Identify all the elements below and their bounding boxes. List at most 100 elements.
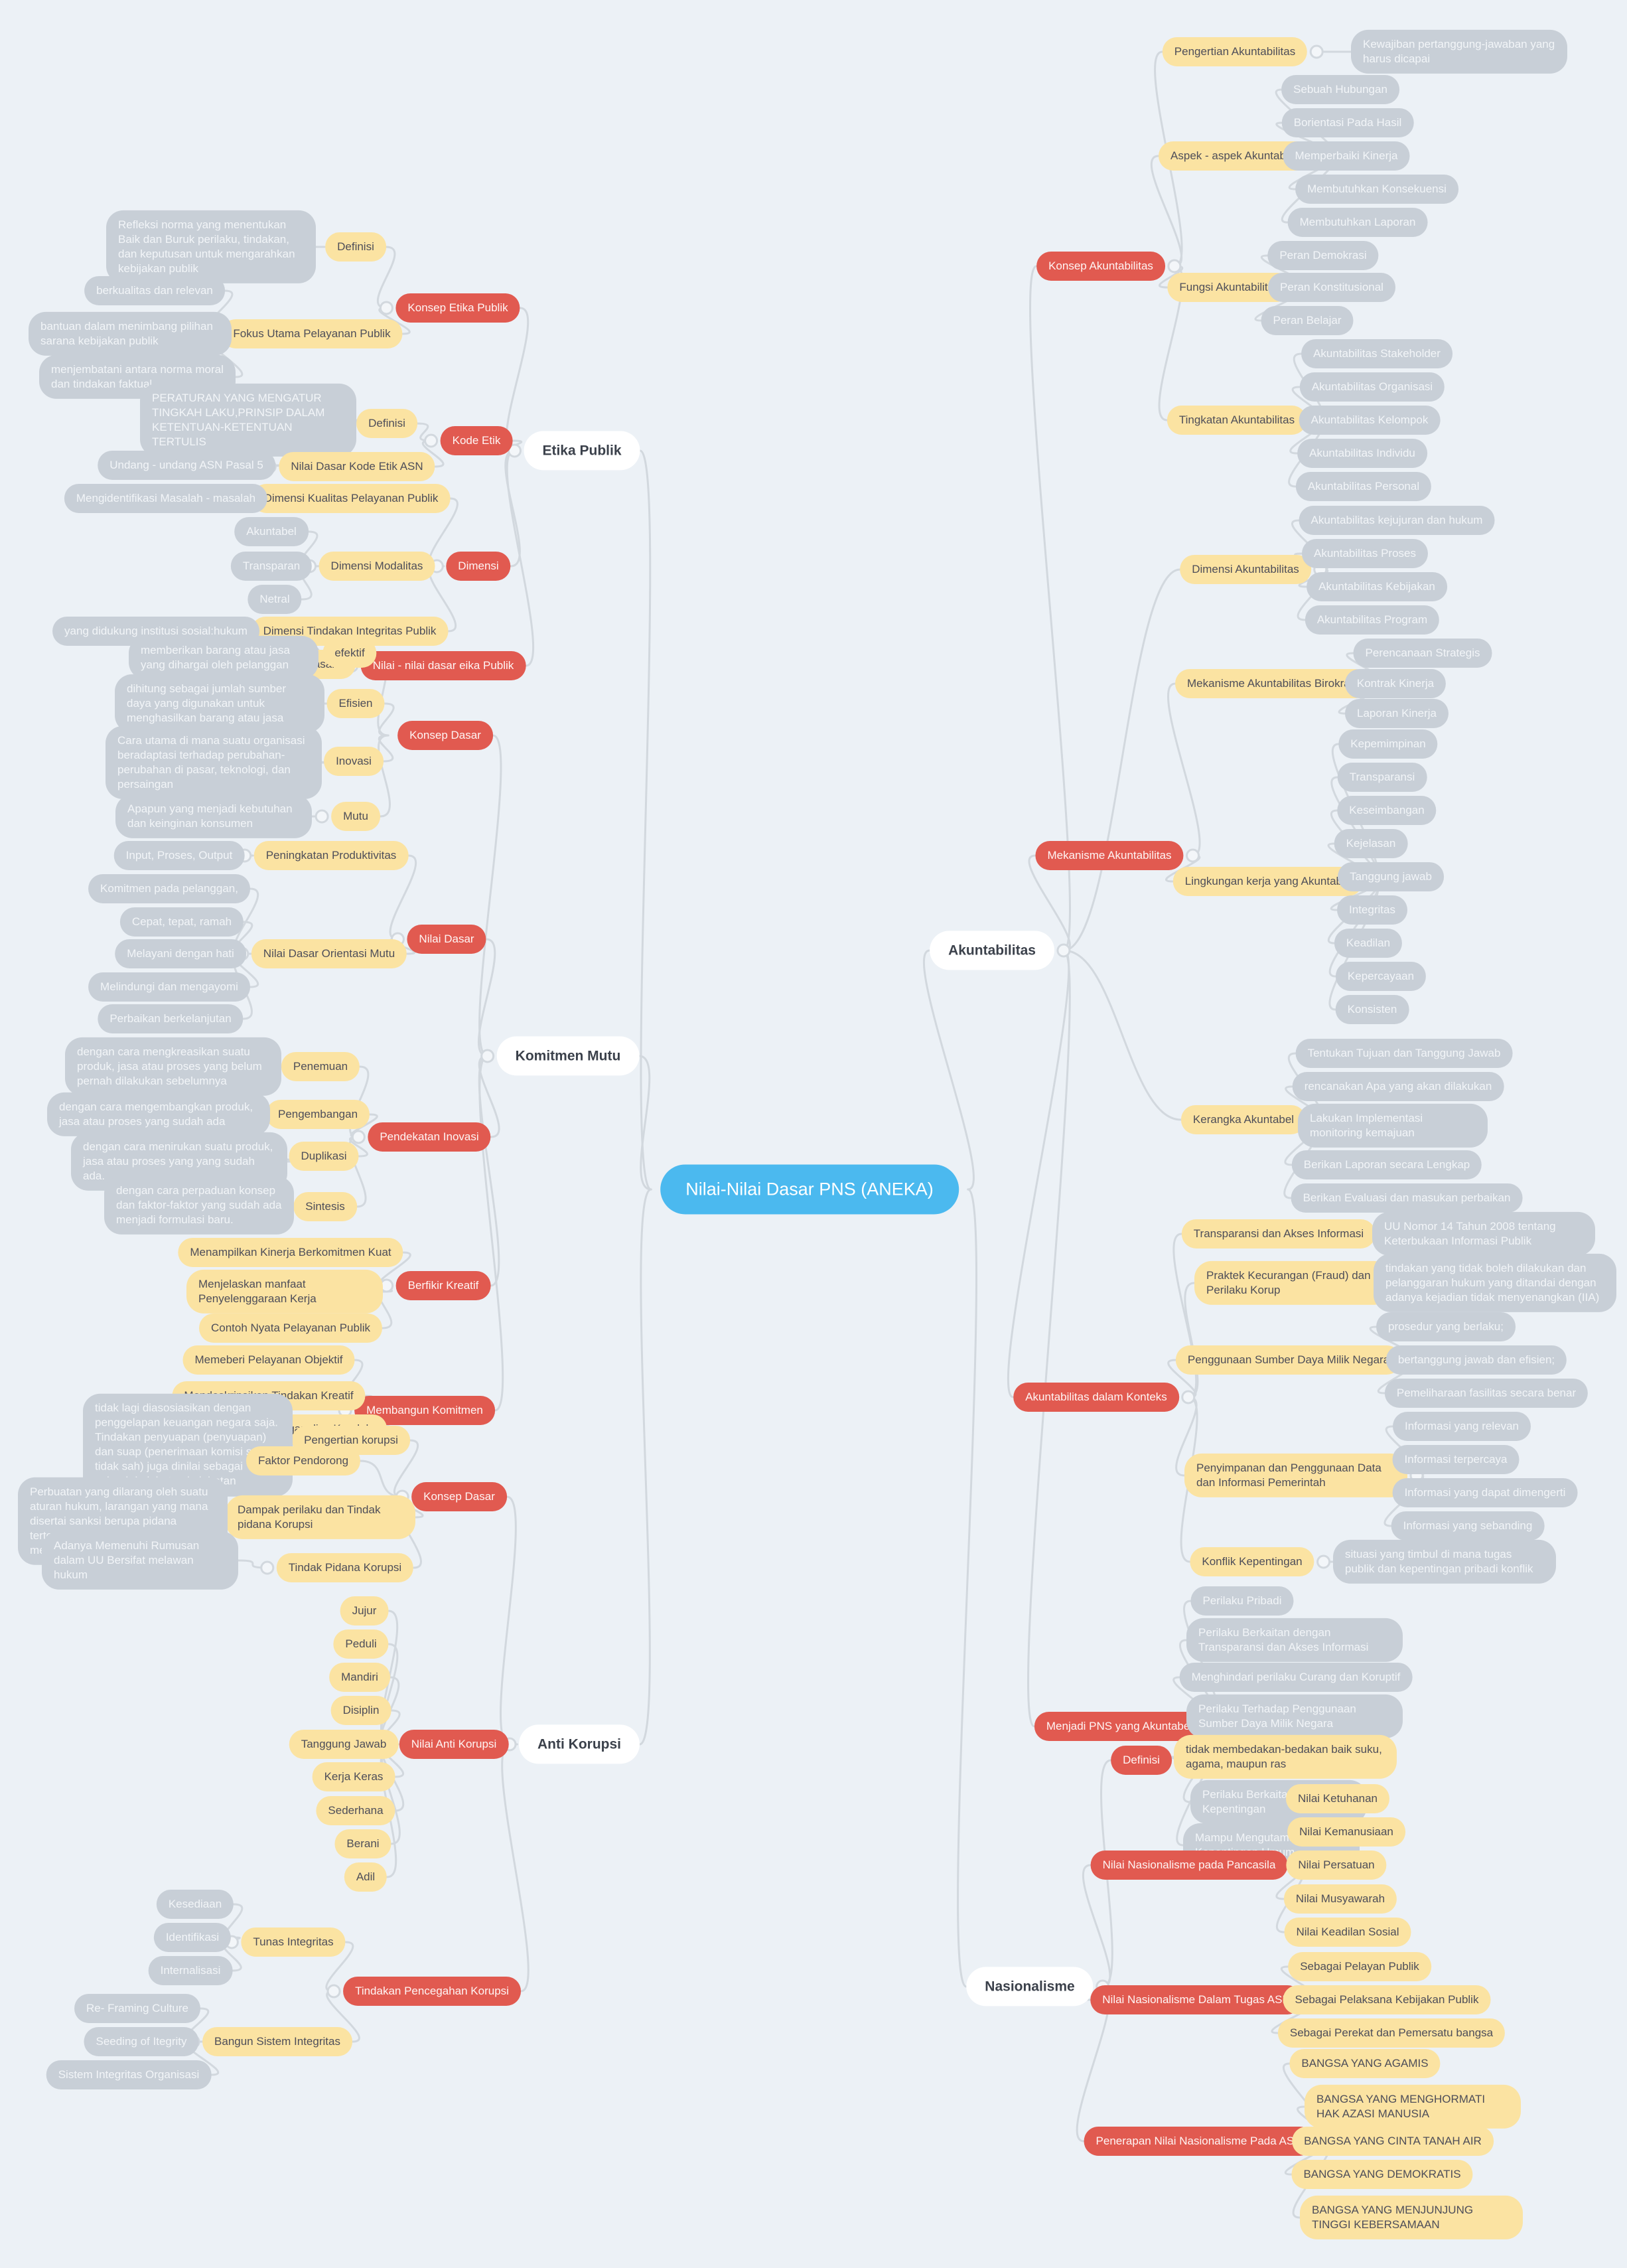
node-tindakan-pencegahan-korupsi[interactable]: Tindakan Pencegahan Korupsi — [343, 1976, 521, 2006]
node-tidak-membedakan-bedakan-baik-suku-agama-maupun-[interactable]: tidak membedakan-bedakan baik suku, agam… — [1174, 1734, 1397, 1779]
node-bangun-sistem-integritas[interactable]: Bangun Sistem Integritas — [202, 2026, 352, 2057]
node-tindak-pidana-korupsi[interactable]: Tindak Pidana Korupsi — [276, 1552, 414, 1583]
node-situasi-yang-timbul-di-mana-tugas-publik-dan-kep[interactable]: situasi yang timbul di mana tugas publik… — [1333, 1539, 1556, 1584]
node-melayani-dengan-hati[interactable]: Melayani dengan hati — [115, 939, 246, 969]
node-bangsa-yang-demokratis[interactable]: BANGSA YANG DEMOKRATIS — [1291, 2159, 1473, 2190]
node-akuntabel[interactable]: Akuntabel — [234, 516, 309, 547]
node-akuntabilitas[interactable]: Akuntabilitas — [930, 931, 1054, 970]
node-sistem-integritas-organisasi[interactable]: Sistem Integritas Organisasi — [46, 2060, 212, 2090]
node-bangsa-yang-menjunjung-tinggi-kebersamaan[interactable]: BANGSA YANG MENJUNJUNG TINGGI KEBERSAMAA… — [1300, 2195, 1523, 2240]
node-apapun-yang-menjadi-kebutuhan-dan-keinginan-kons[interactable]: Apapun yang menjadi kebutuhan dan keingi… — [115, 794, 312, 839]
node-konflik-kepentingan[interactable]: Konflik Kepentingan — [1190, 1547, 1314, 1577]
node-fokus-utama-pelayanan-publik[interactable]: Fokus Utama Pelayanan Publik — [221, 319, 403, 349]
node-definisi[interactable]: Definisi — [356, 408, 417, 439]
node-mandiri[interactable]: Mandiri — [329, 1662, 390, 1693]
node-netral[interactable]: Netral — [248, 584, 302, 615]
node-cepat-tepat-ramah[interactable]: Cepat, tepat, ramah — [119, 907, 244, 937]
node-akuntabilitas-stakeholder[interactable]: Akuntabilitas Stakeholder — [1301, 339, 1452, 369]
node-kontrak-kinerja[interactable]: Kontrak Kinerja — [1344, 668, 1447, 699]
node-dimensi-kualitas-pelayanan-publik[interactable]: Dimensi Kualitas Pelayanan Publik — [251, 483, 451, 514]
node-sebagai-pelayan-publik[interactable]: Sebagai Pelayan Publik — [1288, 1951, 1431, 1982]
node-peran-demokrasi[interactable]: Peran Demokrasi — [1267, 240, 1379, 271]
node-mutu[interactable]: Mutu — [331, 801, 380, 832]
node-tingkatan-akuntabilitas[interactable]: Tingkatan Akuntabilitas — [1167, 405, 1307, 435]
node-pemeliharaan-fasilitas-secara-benar[interactable]: Pemeliharaan fasilitas secara benar — [1384, 1378, 1589, 1408]
node-efisien[interactable]: Efisien — [326, 688, 385, 719]
node-kewajiban-pertanggung-jawaban-yang-harus-dicapai[interactable]: Kewajiban pertanggung-jawaban yang harus… — [1351, 29, 1567, 74]
node-memperbaiki-kinerja[interactable]: Memperbaiki Kinerja — [1283, 141, 1410, 171]
node-adil[interactable]: Adil — [344, 1862, 388, 1892]
node-menampilkan-kinerja-berkomitmen-kuat[interactable]: Menampilkan Kinerja Berkomitmen Kuat — [178, 1237, 403, 1268]
node-keadilan[interactable]: Keadilan — [1334, 928, 1403, 958]
node-akuntabilitas-proses[interactable]: Akuntabilitas Proses — [1301, 538, 1429, 569]
node-menjelaskan-manfaat-penyelenggaraan-kerja[interactable]: Menjelaskan manfaat Penyelenggaraan Kerj… — [186, 1269, 383, 1314]
node-nilai-nasionalisme-pada-pancasila[interactable]: Nilai Nasionalisme pada Pancasila — [1090, 1850, 1288, 1880]
node-bertanggung-jawab-dan-efisien[interactable]: bertanggung jawab dan efisien; — [1385, 1345, 1567, 1375]
node-komitmen-pada-pelanggan[interactable]: Komitmen pada pelanggan, — [88, 873, 250, 904]
node-perbaikan-berkelanjutan[interactable]: Perbaikan berkelanjutan — [98, 1004, 244, 1034]
node-berikan-laporan-secara-lengkap[interactable]: Berikan Laporan secara Lengkap — [1291, 1150, 1482, 1180]
node-menjadi-pns-yang-akuntabel[interactable]: Menjadi PNS yang Akuntabel — [1034, 1711, 1205, 1742]
node-sebagai-perekat-dan-pemersatu-bangsa[interactable]: Sebagai Perekat dan Pemersatu bangsa — [1277, 2018, 1506, 2048]
node-perilaku-terhadap-penggunaan-sumber-daya-milik-n[interactable]: Perilaku Terhadap Penggunaan Sumber Daya… — [1186, 1694, 1403, 1739]
node-konsep-dasar[interactable]: Konsep Dasar — [397, 720, 493, 751]
node-perilaku-berkaitan-dengan-transparansi-dan-akses[interactable]: Perilaku Berkaitan dengan Transparansi d… — [1186, 1618, 1403, 1663]
node-akuntabilitas-organisasi[interactable]: Akuntabilitas Organisasi — [1299, 372, 1445, 402]
node-nilai-dasar-orientasi-mutu[interactable]: Nilai Dasar Orientasi Mutu — [251, 939, 407, 969]
node-nasionalisme[interactable]: Nasionalisme — [966, 1967, 1094, 2006]
node-pendekatan-inovasi[interactable]: Pendekatan Inovasi — [368, 1122, 491, 1152]
node-perencanaan-strategis[interactable]: Perencanaan Strategis — [1353, 638, 1492, 668]
node-nilai-keadilan-sosial[interactable]: Nilai Keadilan Sosial — [1284, 1917, 1411, 1947]
node-nilai-musyawarah[interactable]: Nilai Musyawarah — [1283, 1884, 1397, 1914]
node-dimensi-modalitas[interactable]: Dimensi Modalitas — [318, 551, 435, 581]
node-seeding-of-itegrity[interactable]: Seeding of Itegrity — [84, 2026, 199, 2057]
node-pengertian-akuntabilitas[interactable]: Pengertian Akuntabilitas — [1162, 37, 1308, 67]
node-perilaku-pribadi[interactable]: Perilaku Pribadi — [1190, 1586, 1294, 1616]
node-duplikasi[interactable]: Duplikasi — [289, 1141, 359, 1172]
node-bantuan-dalam-menimbang-pilihan-sarana-kebijakan[interactable]: bantuan dalam menimbang pilihan sarana k… — [29, 311, 232, 356]
node-contoh-nyata-pelayanan-publik[interactable]: Contoh Nyata Pelayanan Publik — [198, 1313, 383, 1343]
node-anti-korupsi[interactable]: Anti Korupsi — [519, 1724, 640, 1764]
node-input-proses-output[interactable]: Input, Proses, Output — [113, 840, 245, 871]
node-peran-konstitusional[interactable]: Peran Konstitusional — [1268, 272, 1395, 303]
node-adanya-memenuhi-rumusan-dalam-uu-bersifat-melawa[interactable]: Adanya Memenuhi Rumusan dalam UU Bersifa… — [42, 1531, 238, 1590]
node-integritas[interactable]: Integritas — [1337, 895, 1407, 925]
node-kerja-keras[interactable]: Kerja Keras — [312, 1762, 395, 1792]
node-membutuhkan-konsekuensi[interactable]: Membutuhkan Konsekuensi — [1295, 174, 1458, 204]
node-akuntabilitas-personal[interactable]: Akuntabilitas Personal — [1295, 471, 1432, 502]
node-bangsa-yang-menghormati-hak-azasi-manusia[interactable]: BANGSA YANG MENGHORMATI HAK AZASI MANUSI… — [1305, 2084, 1521, 2129]
node-penyimpanan-dan-penggunaan-data-dan-informasi-pe[interactable]: Penyimpanan dan Penggunaan Data dan Info… — [1184, 1453, 1407, 1498]
node-konsisten[interactable]: Konsisten — [1335, 994, 1409, 1025]
node-tindakan-yang-tidak-boleh-dilakukan-dan-pelangga[interactable]: tindakan yang tidak boleh dilakukan dan … — [1374, 1253, 1616, 1313]
node-penggunaan-sumber-daya-milik-negara[interactable]: Penggunaan Sumber Daya Milik Negara — [1175, 1345, 1402, 1375]
node-konsep-akuntabilitas[interactable]: Konsep Akuntabilitas — [1036, 251, 1165, 281]
node-dengan-cara-perpaduan-konsep-dan-faktor-faktor-y[interactable]: dengan cara perpaduan konsep dan faktor-… — [104, 1175, 294, 1235]
node-akuntabilitas-program[interactable]: Akuntabilitas Program — [1305, 605, 1440, 635]
node-memeberi-pelayanan-objektif[interactable]: Memeberi Pelayanan Objektif — [182, 1345, 355, 1375]
node-nilai-ketuhanan[interactable]: Nilai Ketuhanan — [1285, 1783, 1390, 1814]
node-bangsa-yang-agamis[interactable]: BANGSA YANG AGAMIS — [1289, 2048, 1441, 2079]
node-disiplin[interactable]: Disiplin — [330, 1695, 391, 1726]
node-prosedur-yang-berlaku[interactable]: prosedur yang berlaku; — [1376, 1312, 1516, 1342]
node-identifikasi[interactable]: Identifikasi — [153, 1922, 232, 1953]
node-faktor-pendorong[interactable]: Faktor Pendorong — [246, 1446, 361, 1476]
node-internalisasi[interactable]: Internalisasi — [148, 1955, 233, 1986]
node-berkualitas-dan-relevan[interactable]: berkualitas dan relevan — [84, 275, 225, 306]
node-dimensi[interactable]: Dimensi — [446, 551, 511, 581]
node-dihitung-sebagai-jumlah-sumber-daya-yang-digunak[interactable]: dihitung sebagai jumlah sumber daya yang… — [115, 674, 324, 733]
node-informasi-yang-dapat-dimengerti[interactable]: Informasi yang dapat dimengerti — [1392, 1477, 1578, 1508]
node-inovasi[interactable]: Inovasi — [324, 746, 384, 777]
node-bangsa-yang-cinta-tanah-air[interactable]: BANGSA YANG CINTA TANAH AIR — [1292, 2126, 1494, 2156]
node-memberikan-barang-atau-jasa-yang-dihargai-oleh-p[interactable]: memberikan barang atau jasa yang diharga… — [129, 635, 318, 680]
node-dimensi-akuntabilitas[interactable]: Dimensi Akuntabilitas — [1180, 554, 1311, 585]
node-dampak-perilaku-dan-tindak-pidana-korupsi[interactable]: Dampak perilaku dan Tindak pidana Korups… — [226, 1495, 415, 1540]
node-nilai-dasar-kode-etik-asn[interactable]: Nilai Dasar Kode Etik ASN — [279, 451, 435, 482]
node-laporan-kinerja[interactable]: Laporan Kinerja — [1344, 698, 1449, 729]
node-tentukan-tujuan-dan-tanggung-jawab[interactable]: Tentukan Tujuan dan Tanggung Jawab — [1295, 1038, 1513, 1069]
node-konsep-dasar[interactable]: Konsep Dasar — [411, 1481, 507, 1512]
node-membutuhkan-laporan[interactable]: Membutuhkan Laporan — [1287, 207, 1428, 238]
node-transparansi[interactable]: Transparansi — [1337, 762, 1427, 793]
node-sintesis[interactable]: Sintesis — [293, 1191, 357, 1222]
node-sebuah-hubungan[interactable]: Sebuah Hubungan — [1281, 74, 1399, 105]
node-nilai-kemanusiaan[interactable]: Nilai Kemanusiaan — [1287, 1817, 1405, 1847]
